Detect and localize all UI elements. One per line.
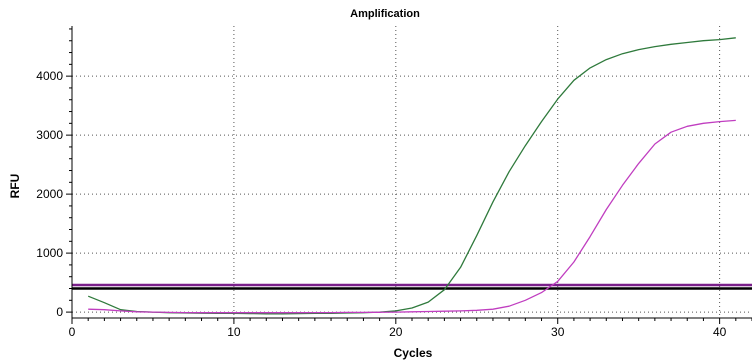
y-tick-label-0: 0 <box>56 305 63 319</box>
y-tick-label-4000: 4000 <box>36 69 63 83</box>
y-tick-label-2000: 2000 <box>36 187 63 201</box>
tick-labels: 0 10 20 30 40 0 1000 2000 3000 4000 <box>36 69 726 339</box>
x-tick-label-10: 10 <box>227 325 241 339</box>
x-tick-label-20: 20 <box>389 325 403 339</box>
x-axis-label: Cycles <box>394 346 433 360</box>
threshold-lines <box>72 283 752 290</box>
series-line-1[interactable] <box>87 37 736 315</box>
grid-lines <box>72 26 752 318</box>
y-axis-label: RFU <box>8 174 22 199</box>
series-lines <box>87 37 736 315</box>
y-tick-label-3000: 3000 <box>36 128 63 142</box>
y-tick-label-1000: 1000 <box>36 246 63 260</box>
series-line-2[interactable] <box>88 119 736 314</box>
x-tick-label-0: 0 <box>69 325 76 339</box>
x-tick-label-30: 30 <box>551 325 565 339</box>
x-tick-label-40: 40 <box>713 325 727 339</box>
axes <box>66 26 752 324</box>
chart-title: Amplification <box>350 8 420 20</box>
